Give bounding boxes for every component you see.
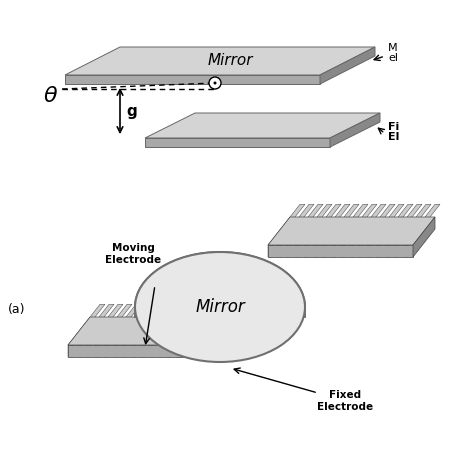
Text: Fixed
Electrode: Fixed Electrode <box>317 390 373 411</box>
Polygon shape <box>413 217 435 257</box>
Polygon shape <box>145 138 330 147</box>
Polygon shape <box>95 345 100 357</box>
Text: Mirror: Mirror <box>207 53 253 67</box>
Polygon shape <box>367 245 372 257</box>
Text: el: el <box>388 53 398 63</box>
Polygon shape <box>358 245 363 257</box>
Polygon shape <box>68 345 213 357</box>
Polygon shape <box>330 113 380 147</box>
Polygon shape <box>65 47 375 75</box>
Polygon shape <box>131 304 168 345</box>
Polygon shape <box>95 304 132 345</box>
Polygon shape <box>140 304 177 345</box>
Polygon shape <box>277 204 314 245</box>
Polygon shape <box>320 47 375 84</box>
Polygon shape <box>277 245 282 257</box>
Polygon shape <box>385 245 390 257</box>
Text: M: M <box>388 43 398 53</box>
Polygon shape <box>77 345 82 357</box>
Polygon shape <box>322 204 359 245</box>
Polygon shape <box>145 113 380 138</box>
Polygon shape <box>213 317 235 357</box>
Polygon shape <box>286 245 291 257</box>
Polygon shape <box>194 304 231 345</box>
Polygon shape <box>367 204 404 245</box>
Polygon shape <box>322 245 327 257</box>
Text: El: El <box>388 131 400 142</box>
Polygon shape <box>358 204 395 245</box>
Polygon shape <box>113 304 150 345</box>
Polygon shape <box>394 245 399 257</box>
Polygon shape <box>403 204 440 245</box>
Polygon shape <box>313 245 318 257</box>
Polygon shape <box>295 204 332 245</box>
Ellipse shape <box>135 252 305 362</box>
Polygon shape <box>203 345 208 357</box>
Polygon shape <box>68 345 73 357</box>
Polygon shape <box>268 204 305 245</box>
Polygon shape <box>313 204 350 245</box>
Polygon shape <box>104 345 109 357</box>
Polygon shape <box>403 245 408 257</box>
Polygon shape <box>194 345 199 357</box>
Polygon shape <box>331 245 336 257</box>
Circle shape <box>209 77 221 89</box>
Polygon shape <box>268 217 435 245</box>
Polygon shape <box>135 252 305 317</box>
Polygon shape <box>340 245 345 257</box>
Polygon shape <box>176 304 213 345</box>
Polygon shape <box>113 345 118 357</box>
Polygon shape <box>122 304 159 345</box>
Polygon shape <box>185 345 190 357</box>
Polygon shape <box>268 245 273 257</box>
Polygon shape <box>149 345 154 357</box>
Polygon shape <box>340 204 377 245</box>
Polygon shape <box>286 204 323 245</box>
Polygon shape <box>86 304 123 345</box>
Polygon shape <box>68 317 235 345</box>
Circle shape <box>213 82 217 84</box>
Polygon shape <box>203 304 240 345</box>
Polygon shape <box>131 345 136 357</box>
Polygon shape <box>376 245 381 257</box>
Polygon shape <box>104 304 141 345</box>
Polygon shape <box>385 204 422 245</box>
Polygon shape <box>349 245 354 257</box>
Polygon shape <box>304 245 309 257</box>
Polygon shape <box>376 204 413 245</box>
Polygon shape <box>185 304 222 345</box>
Text: (a): (a) <box>8 303 26 317</box>
Text: Moving
Electrode: Moving Electrode <box>105 244 161 265</box>
Polygon shape <box>86 345 91 357</box>
Text: Fi: Fi <box>388 121 399 131</box>
Text: Mirror: Mirror <box>195 298 245 316</box>
Polygon shape <box>167 304 204 345</box>
Polygon shape <box>349 204 386 245</box>
Polygon shape <box>295 245 300 257</box>
Polygon shape <box>176 345 181 357</box>
Polygon shape <box>77 304 114 345</box>
Polygon shape <box>158 345 163 357</box>
Polygon shape <box>304 204 341 245</box>
Polygon shape <box>167 345 172 357</box>
Polygon shape <box>331 204 368 245</box>
Polygon shape <box>268 245 413 257</box>
Polygon shape <box>149 304 186 345</box>
Polygon shape <box>394 204 431 245</box>
Text: θ: θ <box>43 86 57 106</box>
Polygon shape <box>122 345 127 357</box>
Polygon shape <box>65 75 320 84</box>
Polygon shape <box>158 304 195 345</box>
Polygon shape <box>140 345 145 357</box>
Polygon shape <box>68 304 105 345</box>
Text: g: g <box>126 103 137 118</box>
